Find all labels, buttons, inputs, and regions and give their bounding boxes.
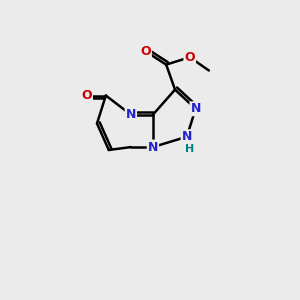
Text: O: O (81, 89, 92, 102)
Text: H: H (184, 144, 194, 154)
Text: N: N (126, 108, 136, 121)
Text: N: N (182, 130, 192, 143)
Text: N: N (148, 141, 158, 154)
Text: O: O (184, 51, 195, 64)
Text: N: N (190, 102, 201, 115)
Text: O: O (140, 45, 151, 58)
